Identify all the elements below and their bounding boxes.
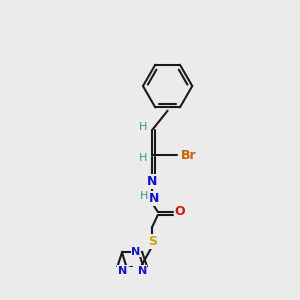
Text: N: N [131, 247, 141, 257]
Text: Br: Br [182, 149, 197, 162]
Text: N: N [137, 266, 147, 276]
Text: H: H [139, 153, 147, 163]
Text: O: O [175, 205, 185, 218]
Text: N: N [147, 175, 158, 188]
Text: N: N [118, 266, 127, 276]
Text: N: N [148, 192, 159, 205]
Text: H: H [139, 122, 147, 132]
Text: H: H [140, 191, 149, 201]
Text: S: S [148, 235, 157, 248]
